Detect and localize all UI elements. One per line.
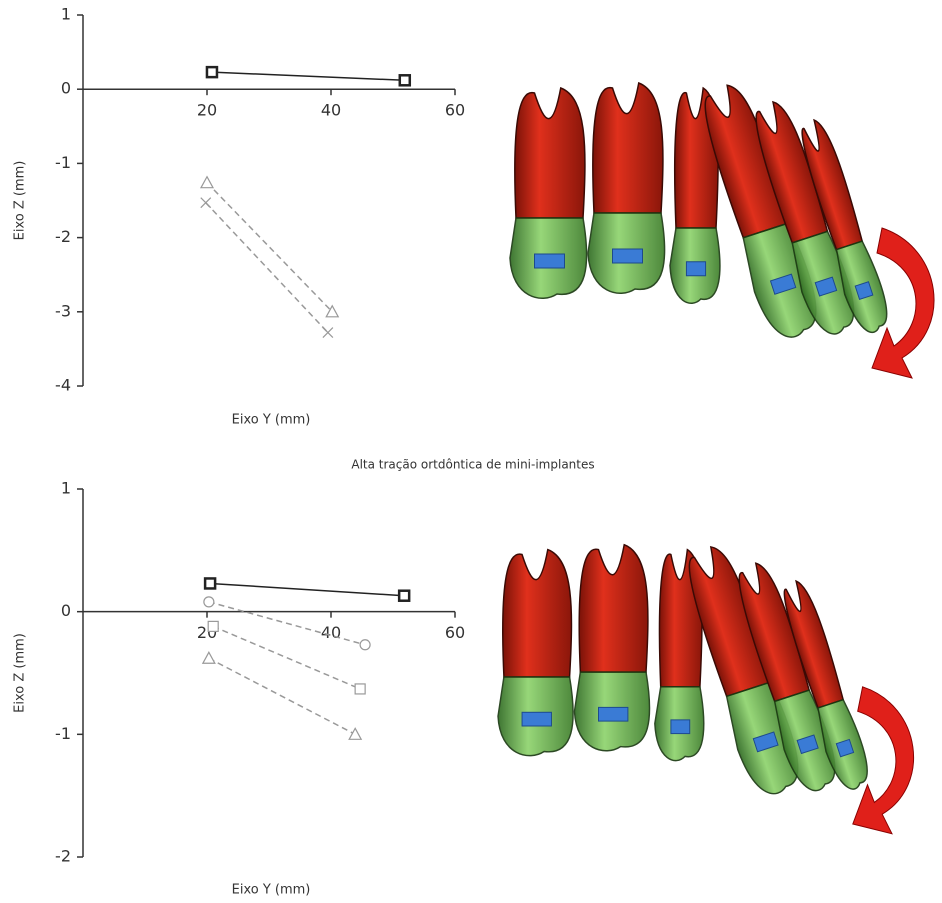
y-tick-label: -1 [55, 724, 71, 743]
marker [203, 652, 215, 663]
y-tick-label: -2 [55, 847, 71, 866]
tooth-root [593, 83, 663, 213]
x-tick-label: 60 [445, 101, 465, 120]
y-tick-label: 0 [61, 601, 71, 620]
bracket [535, 254, 565, 268]
bracket [522, 712, 551, 726]
bracket [686, 262, 705, 276]
teeth-group [676, 521, 875, 819]
x-axis-label: Eixo Y (mm) [232, 413, 311, 428]
tooth-root [579, 545, 648, 672]
y-tick-label: -2 [55, 227, 71, 246]
page: {"chart_data": [ {"type": "line", "xlabe… [0, 0, 942, 903]
bracket [671, 720, 690, 734]
marker [205, 578, 215, 588]
marker [207, 67, 217, 77]
marker [204, 597, 214, 607]
y-tick-label: -4 [55, 376, 71, 395]
series-line [209, 658, 355, 734]
x-tick-label: 40 [321, 101, 341, 120]
chart: -4 -3 -2 -1 0 1 20 40 60 Eixo Z (mm) Eixo Y (mm) [13, 5, 466, 428]
x-tick-label: 20 [197, 101, 217, 120]
series-line [209, 602, 365, 645]
series-line [212, 72, 405, 80]
marker [349, 728, 361, 739]
y-axis-label: Eixo Z (mm) [13, 161, 28, 241]
x-tick-label: 40 [321, 623, 341, 642]
bracket [613, 249, 643, 263]
marker [201, 198, 211, 208]
y-tick-label: -1 [55, 153, 71, 172]
marker [201, 177, 213, 188]
marker [360, 640, 370, 650]
y-axis-label: Eixo Z (mm) [13, 633, 28, 713]
series-line [206, 203, 328, 333]
marker [400, 75, 410, 85]
y-tick-label: 1 [61, 5, 71, 24]
marker [355, 684, 365, 694]
tooth-root [503, 550, 572, 677]
marker [399, 591, 409, 601]
teeth-illustration [498, 521, 914, 833]
marker [323, 328, 333, 338]
marker [208, 621, 218, 631]
chart-title: Alta tração ortdôntica de mini-implantes [351, 458, 594, 472]
series-line [207, 183, 332, 312]
x-axis-label: Eixo Y (mm) [232, 883, 311, 898]
y-tick-label: -3 [55, 301, 71, 320]
x-tick-label: 60 [445, 623, 465, 642]
bracket [598, 707, 627, 721]
series-line [210, 583, 404, 595]
tooth-root [515, 88, 585, 218]
y-tick-label: 0 [61, 79, 71, 98]
teeth-group [691, 59, 894, 363]
teeth-illustration [510, 59, 934, 378]
y-tick-label: 1 [61, 479, 71, 498]
figure: -4 -3 -2 -1 0 1 20 40 60 Eixo Z (mm) Eixo Y (mm) -2… [0, 0, 942, 903]
